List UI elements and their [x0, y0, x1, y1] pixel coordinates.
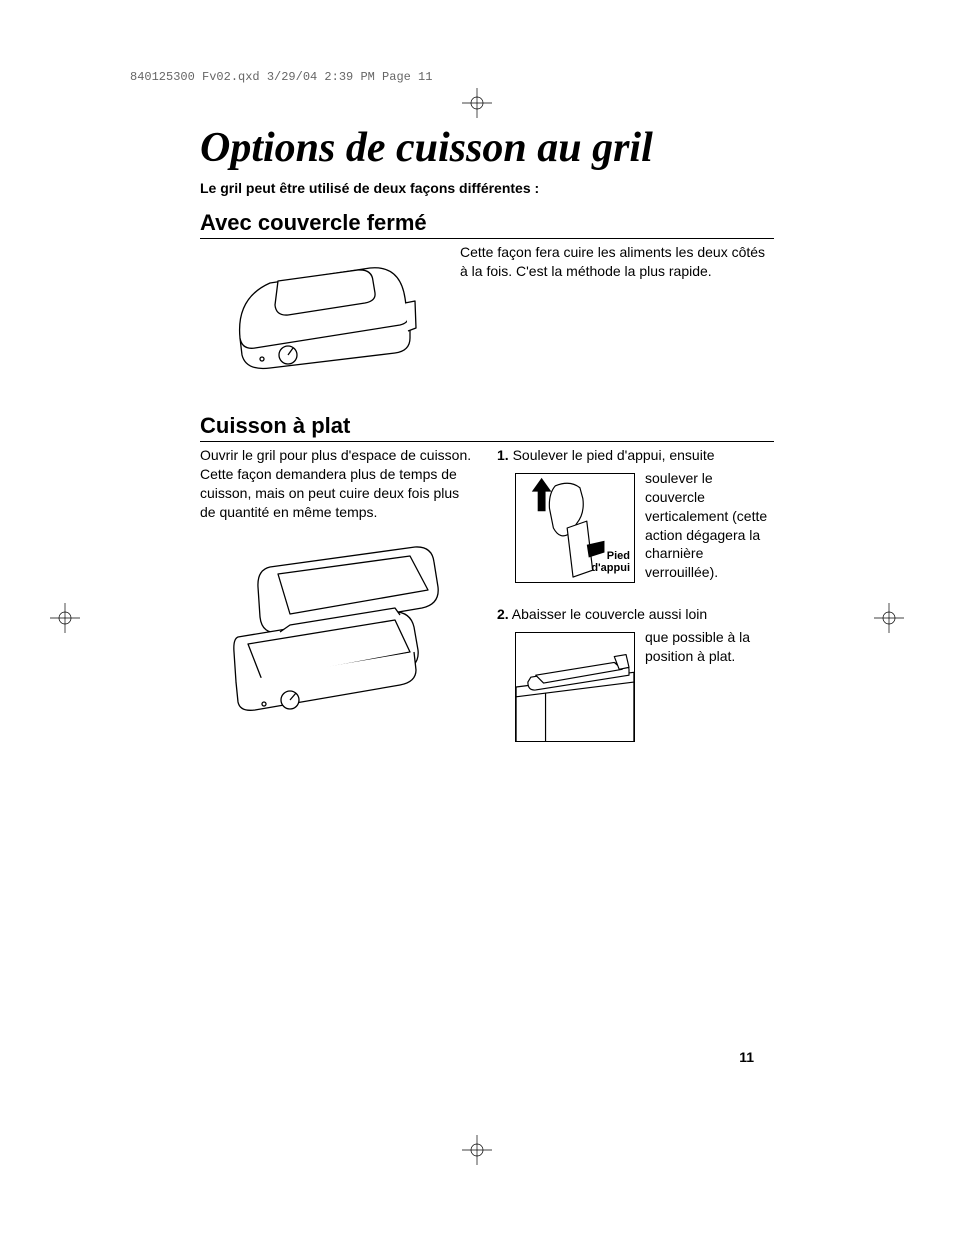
- foot-label-l1: Pied: [607, 550, 630, 562]
- section-flat-intro-col: Ouvrir le gril pour plus d'espace de cui…: [200, 446, 477, 732]
- page-number: 11: [739, 1049, 754, 1065]
- step-2: 2. Abaisser le couvercle aussi loin: [497, 605, 774, 746]
- step-2-lead: Abaisser le couvercle aussi loin: [509, 606, 707, 622]
- step-2-tail: que possible à la position à plat.: [645, 629, 750, 664]
- section-flat-row: Ouvrir le gril pour plus d'espace de cui…: [200, 446, 774, 764]
- step-2-number: 2.: [497, 606, 509, 622]
- step-1-illustration: Pied d'appui: [515, 473, 635, 583]
- section-flat-intro: Ouvrir le gril pour plus d'espace de cui…: [200, 446, 477, 522]
- section-heading-closed: Avec couvercle fermé: [200, 210, 774, 239]
- crop-mark-bottom: [462, 1135, 492, 1165]
- foot-label: Pied d'appui: [591, 550, 630, 574]
- page-subtitle: Le gril peut être utilisé de deux façons…: [200, 180, 774, 196]
- section-closed-body: Cette façon fera cuire les aliments les …: [460, 243, 774, 281]
- step-2-illustration: [515, 632, 635, 742]
- grill-closed-illustration: [200, 243, 440, 383]
- step-1-tail: soulever le couvercle verticalement (cet…: [645, 470, 767, 580]
- content-area: Options de cuisson au gril Le gril peut …: [200, 124, 774, 764]
- section-flat-steps-col: 1. Soulever le pied d'appui, ensuite: [497, 446, 774, 764]
- crop-mark-left: [50, 603, 80, 633]
- manual-page: 840125300 Fv02.qxd 3/29/04 2:39 PM Page …: [0, 0, 954, 1235]
- step-1-number: 1.: [497, 447, 509, 463]
- grill-open-illustration: [200, 532, 460, 732]
- step-1-lead: Soulever le pied d'appui, ensuite: [509, 447, 715, 463]
- crop-mark-right: [874, 603, 904, 633]
- section-closed-row: Cette façon fera cuire les aliments les …: [200, 243, 774, 383]
- step-1: 1. Soulever le pied d'appui, ensuite: [497, 446, 774, 587]
- section-heading-flat: Cuisson à plat: [200, 413, 774, 442]
- foot-label-l2: d'appui: [591, 562, 630, 574]
- crop-mark-top: [462, 88, 492, 118]
- page-title: Options de cuisson au gril: [200, 124, 774, 172]
- print-stamp: 840125300 Fv02.qxd 3/29/04 2:39 PM Page …: [130, 70, 894, 84]
